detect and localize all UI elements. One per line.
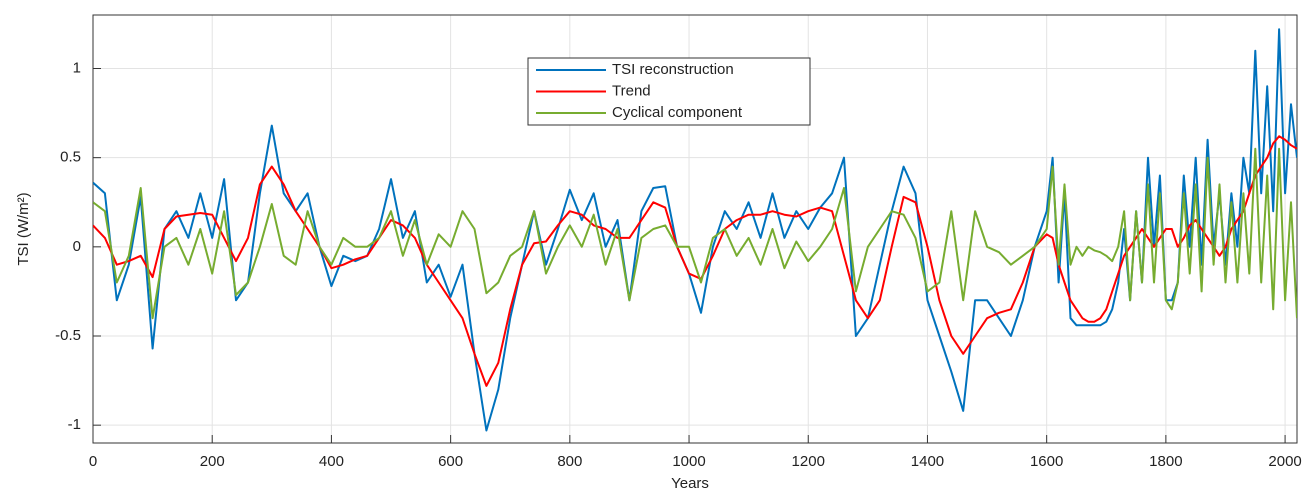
series-line (93, 147, 1297, 320)
x-tick-label: 1600 (1030, 453, 1063, 470)
legend-label: TSI reconstruction (612, 61, 734, 78)
x-tick-label: 0 (89, 453, 97, 470)
x-tick-label: 2000 (1268, 453, 1301, 470)
x-tick-label: 1400 (911, 453, 944, 470)
legend-label: Trend (612, 82, 651, 99)
x-tick-label: 1000 (672, 453, 705, 470)
y-tick-label: 1 (73, 59, 81, 76)
plot-frame (92, 14, 1298, 444)
x-tick-label: 200 (200, 453, 225, 470)
x-tick-label: 1200 (792, 453, 825, 470)
y-axis-label: TSI (W/m²) (15, 192, 32, 265)
x-tick-label: 400 (319, 453, 344, 470)
x-tick-label: 800 (557, 453, 582, 470)
x-tick-label: 600 (438, 453, 463, 470)
x-tick-label: 1800 (1149, 453, 1182, 470)
series-line (93, 135, 1297, 387)
y-tick-label: 0 (73, 238, 81, 255)
x-axis-label: Years (671, 475, 709, 492)
y-tick-label: -1 (68, 416, 81, 433)
y-tick-label: 0.5 (60, 149, 81, 166)
legend-label: Cyclical component (612, 104, 743, 121)
y-tick-label: -0.5 (55, 327, 81, 344)
